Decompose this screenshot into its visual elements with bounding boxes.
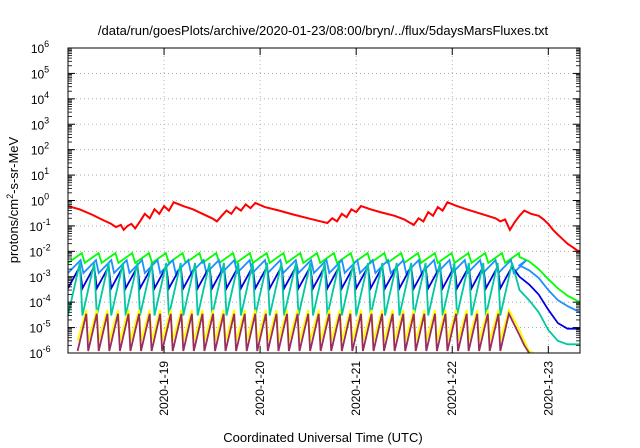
y-tick-label: 10-4 [29,293,50,310]
y-tick-label-exponent: 3 [44,115,49,125]
y-tick-label: 106 [31,39,49,56]
y-tick-label: 10-3 [29,268,50,285]
x-tick-label: 2020-1-19 [157,361,171,416]
y-tick-label-exponent: 2 [44,141,49,151]
y-tick-label-base: 10 [31,42,45,56]
y-tick-label: 100 [31,192,49,209]
y-tick-label-base: 10 [31,169,45,183]
x-tick-label: 2020-1-22 [445,361,459,416]
y-tick-label-exponent: 4 [44,90,49,100]
y-axis-label: protons/cm2-s-sr-MeV [5,136,21,263]
y-tick-label-base: 10 [31,118,45,132]
series-group [68,201,580,353]
y-tick-label-base: 10 [31,93,45,107]
y-tick-label: 102 [31,141,49,158]
y-tick-label: 103 [31,115,49,132]
y-tick-label: 10-5 [29,319,50,336]
y-tick-label-exponent: -2 [43,242,51,252]
x-tick-label: 2020-1-20 [253,361,267,416]
grid [68,48,580,353]
y-tick-label-base: 10 [31,144,45,158]
y-tick-label-exponent: 6 [44,39,49,49]
y-tick-label-exponent: -4 [43,293,51,303]
y-axis-label-rest: -s-sr-MeV [6,136,21,193]
y-tick-label: 101 [31,166,49,183]
x-axis: 2020-1-19 2020-1-20 2020-1-21 2020-1-22 2020… [157,48,555,416]
chart-title: /data/run/goesPlots/archive/2020-01-23/0… [98,23,549,38]
series-line [68,262,580,346]
series-line [76,311,530,353]
x-tick-label: 2020-1-23 [541,361,555,416]
y-axis-label-base: protons/cm [6,199,21,263]
y-tick-label-exponent: -1 [43,217,51,227]
y-tick-label-base: 10 [29,271,43,285]
y-tick-label-base: 10 [29,347,43,361]
y-tick-label: 104 [31,90,49,107]
x-tick-label: 2020-1-21 [349,361,363,416]
y-tick-label-exponent: 0 [44,192,49,202]
y-tick-label: 10-2 [29,242,50,259]
y-tick-label-base: 10 [29,322,43,336]
y-axis: 10610510410310210110010-110-210-310-410-… [29,39,580,361]
y-tick-label: 10-1 [29,217,50,234]
series-line [76,307,535,353]
y-tick-label-base: 10 [29,245,43,259]
y-tick-label-exponent: -3 [43,268,51,278]
y-tick-label-base: 10 [29,220,43,234]
y-tick-label-exponent: 5 [44,64,49,74]
y-tick-label: 105 [31,64,49,81]
y-tick-label-base: 10 [29,296,43,310]
x-axis-label: Coordinated Universal Time (UTC) [223,430,422,445]
y-tick-label-exponent: -6 [43,344,51,354]
series-line [68,258,580,314]
plot-frame [67,47,581,354]
y-tick-label-exponent: 1 [44,166,49,176]
y-tick-label-base: 10 [31,195,45,209]
y-tick-label-exponent: -5 [43,319,51,329]
y-tick-label-base: 10 [31,67,45,81]
y-axis-label-sup: 2 [5,194,15,199]
series-line [68,201,580,253]
y-tick-label: 10-6 [29,344,50,361]
